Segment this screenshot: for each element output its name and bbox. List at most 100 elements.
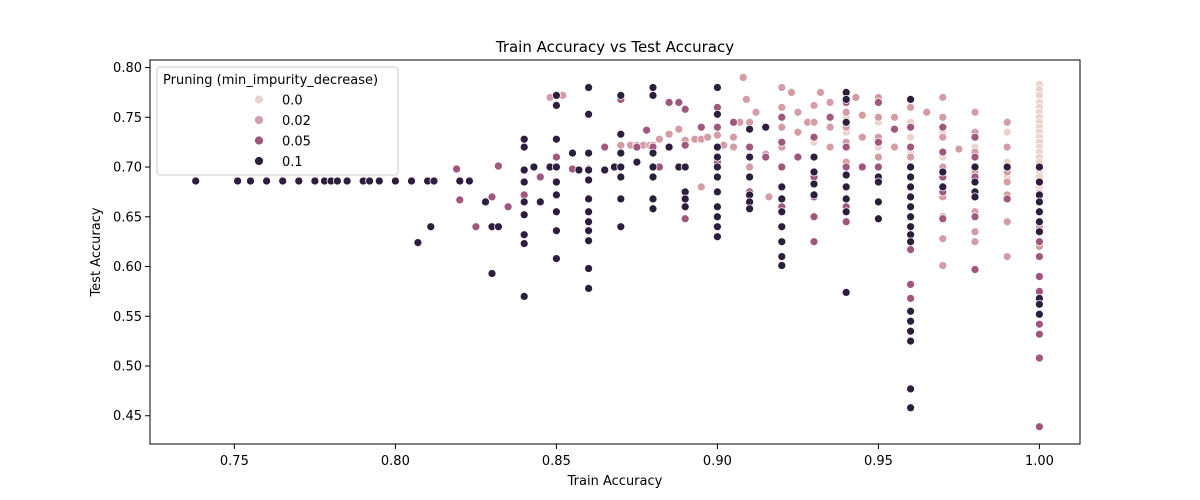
data-point	[777, 261, 787, 270]
chart-title: Train Accuracy vs Test Accuracy	[495, 38, 734, 56]
data-point	[452, 164, 461, 174]
data-point	[729, 117, 738, 127]
data-point	[616, 162, 626, 172]
points-layer	[191, 73, 1044, 432]
data-point	[680, 140, 690, 150]
data-point	[1035, 272, 1044, 281]
data-point	[713, 83, 722, 92]
data-point	[648, 172, 658, 182]
data-point	[738, 73, 748, 82]
data-point	[841, 162, 851, 172]
legend-marker	[254, 115, 264, 125]
data-point	[954, 144, 964, 154]
data-point	[519, 292, 529, 301]
data-point	[519, 230, 529, 240]
data-point	[970, 192, 980, 202]
data-point	[938, 167, 948, 177]
x-tick-label: 0.75	[220, 454, 249, 469]
data-point	[648, 83, 658, 92]
data-point	[729, 132, 738, 142]
data-point	[713, 109, 722, 119]
data-point	[809, 179, 819, 189]
data-point	[503, 202, 513, 212]
data-point	[696, 182, 706, 192]
series-0.02	[545, 73, 1044, 270]
data-point	[906, 162, 915, 172]
data-point	[632, 157, 642, 167]
data-point	[938, 112, 948, 122]
data-point	[1035, 299, 1044, 309]
data-point	[680, 194, 690, 204]
data-point	[535, 197, 545, 207]
data-point	[1035, 237, 1044, 247]
data-point	[825, 112, 835, 122]
x-tick-label: 0.90	[703, 454, 732, 469]
data-point	[616, 91, 626, 100]
data-point	[246, 176, 255, 186]
data-point	[333, 176, 342, 186]
x-tick-label: 0.95	[864, 454, 893, 469]
data-point	[713, 162, 722, 172]
y-tick-label: 0.60	[113, 260, 142, 275]
data-point	[680, 104, 690, 114]
data-point	[841, 170, 851, 180]
data-point	[1035, 177, 1044, 187]
data-point	[616, 172, 626, 182]
data-point	[494, 161, 503, 171]
data-point	[874, 197, 883, 207]
data-point	[970, 212, 980, 222]
data-point	[616, 129, 626, 139]
data-point	[787, 88, 796, 97]
data-point	[809, 117, 819, 127]
data-point	[1035, 329, 1044, 339]
data-point	[648, 162, 658, 172]
data-point	[970, 152, 980, 162]
data-point	[1035, 227, 1044, 237]
data-point	[713, 152, 722, 162]
data-point	[674, 98, 684, 107]
data-point	[600, 165, 610, 175]
data-point	[874, 98, 883, 107]
data-point	[642, 125, 651, 135]
data-point	[761, 122, 771, 132]
data-point	[413, 238, 423, 247]
data-point	[938, 132, 948, 142]
data-point	[648, 194, 658, 204]
legend-label: 0.05	[282, 135, 311, 150]
legend-label: 0.1	[282, 155, 303, 170]
data-point	[890, 124, 899, 134]
data-point	[407, 176, 416, 186]
data-point	[745, 152, 754, 162]
data-point	[938, 147, 948, 157]
x-axis-title: Train Accuracy	[567, 474, 663, 489]
data-point	[841, 95, 851, 104]
data-point	[584, 165, 593, 175]
data-point	[745, 142, 754, 152]
data-point	[713, 202, 722, 212]
legend-marker	[254, 156, 264, 166]
legend-title: Pruning (min_impurity_decrease)	[163, 73, 378, 88]
data-point	[825, 142, 835, 152]
legend-label: 0.0	[282, 94, 303, 109]
data-point	[906, 294, 915, 303]
data-point	[938, 122, 948, 132]
data-point	[970, 162, 980, 172]
data-point	[906, 212, 915, 222]
data-point	[616, 140, 626, 150]
data-point	[922, 107, 932, 117]
data-point	[809, 101, 819, 110]
x-tick-label: 1.00	[1025, 454, 1054, 469]
data-point	[574, 165, 584, 175]
data-point	[648, 148, 658, 158]
y-axis-title: Test Accuracy	[89, 207, 104, 297]
data-point	[713, 232, 722, 242]
data-point	[841, 288, 851, 297]
data-point	[906, 182, 915, 192]
data-point	[1002, 142, 1012, 152]
data-point	[841, 142, 851, 152]
data-point	[1035, 353, 1044, 363]
data-point	[938, 234, 948, 244]
data-point	[745, 124, 754, 134]
data-point	[703, 132, 713, 142]
data-point	[365, 176, 374, 186]
